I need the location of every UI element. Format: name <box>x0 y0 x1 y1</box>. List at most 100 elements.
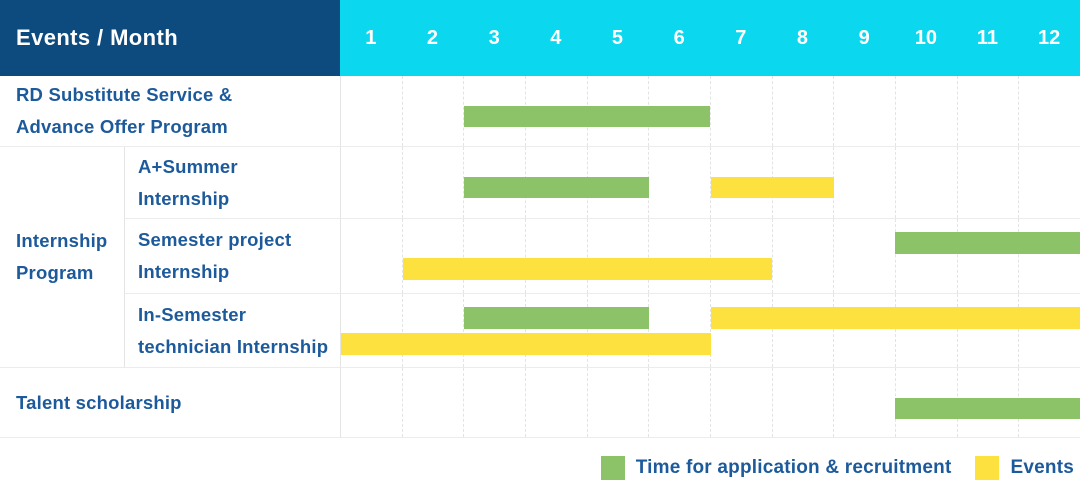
month-gridline-slot <box>1018 219 1080 293</box>
month-gridline-slot <box>771 294 834 367</box>
group-label-line: Internship <box>16 230 108 252</box>
month-header-10: 10 <box>895 0 957 76</box>
month-gridline-slot <box>341 147 402 218</box>
timeline-rd-substitute-service <box>340 76 1080 147</box>
month-gridline-slot <box>401 219 464 293</box>
legend-label-application: Time for application & recruitment <box>635 457 952 478</box>
month-gridline-slot <box>1018 294 1080 367</box>
month-gridline-slot <box>956 76 1019 146</box>
gantt-bar-event <box>402 258 773 280</box>
month-gridline-slot <box>525 219 587 293</box>
timeline-talent-scholarship <box>340 368 1080 438</box>
legend-item-events: Events <box>975 456 1074 480</box>
month-gridline-slot <box>648 294 710 367</box>
month-header-5: 5 <box>586 0 649 76</box>
group-label-line: Program <box>16 262 94 283</box>
row-label-line: Internship <box>138 187 230 209</box>
gantt-bar-application <box>464 177 649 198</box>
month-gridline-slot <box>341 76 402 146</box>
table-title: Events / Month <box>0 0 340 76</box>
month-gridline-slot <box>463 294 525 367</box>
month-gridline-slot <box>341 368 402 437</box>
row-label-in-semester-technician-internship: In-Semester technician Internship <box>124 294 340 368</box>
month-gridline-slot <box>956 147 1019 218</box>
month-gridline-slot <box>956 219 1019 293</box>
row-label-line: A+Summer <box>138 155 238 177</box>
gantt-bar-application <box>895 398 1080 419</box>
month-gridline-slot <box>833 76 895 146</box>
month-gridline-slot <box>463 368 525 437</box>
month-header-7: 7 <box>710 0 772 76</box>
month-header-2: 2 <box>401 0 464 76</box>
month-header-11: 11 <box>956 0 1019 76</box>
month-gridline-slot <box>401 368 464 437</box>
yellow-swatch-icon <box>975 456 1000 480</box>
month-gridline-slot <box>341 219 402 293</box>
timeline-a-plus-summer-internship <box>340 147 1080 219</box>
month-header-9: 9 <box>833 0 895 76</box>
row-label-line: In-Semester <box>138 303 247 325</box>
row-label-line: Talent scholarship <box>16 391 182 413</box>
table-title-text: Events / Month <box>16 25 179 50</box>
green-swatch-icon <box>600 456 625 480</box>
row-label-line: Internship <box>138 261 230 282</box>
month-gridline-slot <box>586 368 649 437</box>
month-gridline-slot <box>771 76 834 146</box>
row-label-line: Advance Offer Program <box>16 116 228 137</box>
row-label-line: RD Substitute Service & <box>16 84 233 106</box>
row-label-line: technician Internship <box>138 335 329 357</box>
month-gridline-slot <box>833 219 895 293</box>
month-header-3: 3 <box>463 0 525 76</box>
row-label-talent-scholarship: Talent scholarship <box>0 368 340 438</box>
month-header-12: 12 <box>1018 0 1080 76</box>
month-gridline-slot <box>771 219 834 293</box>
month-header-1: 1 <box>340 0 402 76</box>
month-gridline-slot <box>895 219 957 293</box>
month-gridline-slot <box>710 294 772 367</box>
month-gridline-slot <box>401 76 464 146</box>
row-label-semester-project-internship: Semester project Internship <box>124 219 340 294</box>
gantt-bar-application <box>895 232 1080 254</box>
row-label-rd-substitute-service: RD Substitute Service & Advance Offer Pro… <box>0 76 340 147</box>
month-gridline-slot <box>771 368 834 437</box>
legend: Time for application & recruitment Event… <box>600 456 1074 480</box>
month-gridline-slot <box>401 294 464 367</box>
timeline-in-semester-technician-internship <box>340 294 1080 368</box>
group-label-internship-program: Internship Program <box>0 147 124 368</box>
timeline-semester-project-internship <box>340 219 1080 294</box>
month-gridline-slot <box>525 368 587 437</box>
month-gridline-slot <box>341 294 402 367</box>
month-gridline-slot <box>1018 76 1080 146</box>
month-gridline-slot <box>401 147 464 218</box>
month-gridline-slot <box>710 76 772 146</box>
month-gridline-slot <box>648 147 710 218</box>
month-gridline-slot <box>833 147 895 218</box>
month-gridline-slot <box>1018 147 1080 218</box>
month-gridline-slot <box>648 219 710 293</box>
month-gridline-slot <box>463 76 525 146</box>
month-gridline-slot <box>833 368 895 437</box>
gantt-bar-application <box>464 106 711 127</box>
month-gridline-slot <box>463 147 525 218</box>
month-gridline-slot <box>833 294 895 367</box>
month-gridline-slot <box>895 76 957 146</box>
month-gridline-slot <box>895 147 957 218</box>
month-gridline-slot <box>463 219 525 293</box>
month-gridline-slot <box>895 294 957 367</box>
gantt-bar-application <box>464 307 649 329</box>
month-header-4: 4 <box>525 0 587 76</box>
month-gridline-slot <box>586 294 649 367</box>
row-label-a-plus-summer-internship: A+Summer Internship <box>124 147 340 219</box>
month-gridline-slot <box>710 368 772 437</box>
month-header-8: 8 <box>771 0 834 76</box>
month-gridline-slot <box>648 368 710 437</box>
month-gridline-slot <box>525 294 587 367</box>
gantt-bar-event <box>341 333 711 355</box>
month-gridline-slot <box>586 219 649 293</box>
gantt-bar-event <box>710 177 834 198</box>
month-header-6: 6 <box>648 0 710 76</box>
row-label-line: Semester project <box>138 229 292 251</box>
month-gridline-slot <box>956 294 1019 367</box>
